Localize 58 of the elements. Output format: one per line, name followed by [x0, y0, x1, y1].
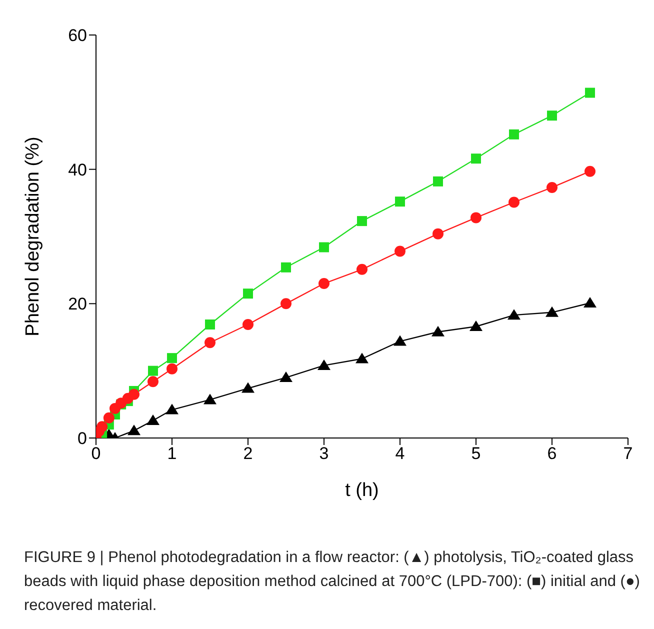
x-tick-label: 3: [319, 444, 329, 464]
x-tick-label: 0: [91, 444, 101, 464]
y-axis-title: Phenol degradation (%): [22, 136, 44, 336]
point: [356, 264, 368, 275]
point: [547, 110, 557, 121]
point: [318, 278, 330, 290]
caption: FIGURE 9 | Phenol photodegradation in a flow reactor: (▲) photolysis, TiO₂-coated glass beads with liquid phase deposition method calcined at 700°C (LPD-700): (■) initial and (●) recovered material.: [24, 548, 641, 616]
x-tick-label: 6: [547, 444, 557, 464]
point: [148, 366, 158, 376]
point: [281, 262, 291, 272]
y-tick-label: 0: [78, 429, 87, 448]
y-tick-label: 60: [68, 26, 87, 46]
point: [356, 352, 368, 364]
point: [394, 246, 406, 257]
point: [508, 196, 520, 208]
point: [508, 309, 520, 320]
point: [509, 129, 519, 140]
point: [166, 404, 178, 414]
point: [470, 212, 482, 224]
point: [128, 388, 140, 400]
point: [128, 424, 140, 436]
x-tick-label: 7: [623, 444, 633, 464]
point: [394, 335, 406, 346]
point: [432, 228, 444, 240]
point: [584, 296, 596, 308]
x-axis-title: t (h): [345, 480, 379, 501]
point: [204, 394, 216, 404]
point: [395, 196, 405, 207]
point: [166, 363, 178, 374]
point: [280, 372, 292, 382]
y-tick-label: 20: [68, 294, 87, 314]
point: [319, 242, 329, 252]
point: [357, 216, 367, 226]
point: [167, 353, 177, 364]
point: [103, 412, 114, 424]
point: [205, 319, 215, 330]
point: [584, 166, 596, 177]
point: [96, 421, 108, 432]
point: [146, 414, 160, 426]
x-tick-label: 5: [471, 444, 481, 464]
point: [148, 376, 158, 388]
point: [546, 182, 558, 193]
point: [546, 306, 558, 317]
point: [433, 176, 443, 186]
x-tick-label: 1: [167, 444, 177, 464]
point: [318, 359, 330, 370]
point: [243, 288, 253, 299]
point: [204, 337, 216, 348]
point: [585, 88, 595, 98]
x-tick-label: 2: [243, 444, 253, 464]
point: [470, 320, 482, 332]
y-tick-label: 40: [68, 160, 87, 180]
point: [471, 154, 481, 164]
point: [242, 382, 254, 393]
point: [432, 326, 444, 336]
point: [242, 318, 254, 330]
point: [280, 298, 292, 310]
x-tick-label: 4: [395, 444, 405, 464]
